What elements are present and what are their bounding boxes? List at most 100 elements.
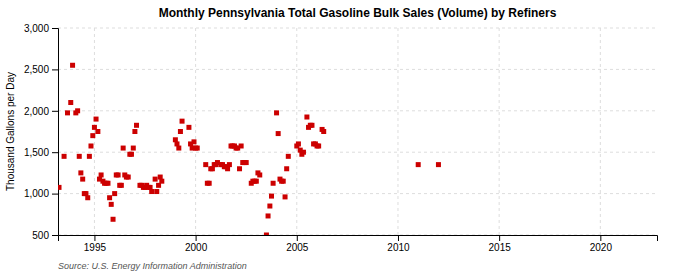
tick: 2,500 [24,64,58,75]
tick-label: 1,500 [24,147,49,158]
point [65,110,70,115]
point [271,181,276,186]
point [78,170,83,175]
point [109,202,114,207]
point [68,100,73,105]
tick: 2015 [489,235,512,253]
annotation: Source: U.S. Energy Information Administ… [58,261,247,271]
point [153,177,158,182]
point [186,125,191,130]
grid-line [58,110,657,111]
title: Monthly Pennsylvania Total Gasoline Bulk… [159,6,557,20]
point [267,204,272,209]
tick: 2005 [286,235,309,253]
point [131,146,136,151]
tick: 500 [32,230,58,241]
point [129,152,134,157]
tick: 2020 [590,235,613,253]
point [62,154,67,159]
point [195,146,200,151]
point [134,123,139,128]
tick-label: 2010 [387,242,410,253]
point [296,141,301,146]
point [316,143,321,148]
tick: 2000 [185,235,208,253]
tick: 3,000 [24,23,58,34]
tick-label: 2005 [286,242,309,253]
grid-line [195,28,196,235]
point [284,166,289,171]
tick-mark [94,235,95,241]
tick-mark [52,69,58,70]
points [58,63,441,235]
point [70,63,75,68]
point [269,194,274,199]
tick-label: 500 [32,230,49,241]
tick-mark [196,235,197,241]
point [154,189,159,194]
point [107,195,112,200]
point [264,233,269,236]
tick-mark [499,235,500,241]
point [203,162,208,167]
point [119,183,124,188]
point [116,172,121,177]
point [274,110,279,115]
point [309,123,314,128]
grid-line [58,69,657,70]
point [132,129,137,134]
plot: 1995 2000 2005 2010 2015 2020 500 1,000 1,500 2,0… [24,23,658,253]
grid-line [600,28,601,235]
point [180,119,185,124]
tick-mark [297,235,298,241]
point [159,179,164,184]
tick-label: 2015 [489,242,512,253]
point [85,195,90,200]
point [80,177,85,182]
point [95,129,100,134]
tick-mark [398,235,399,241]
tick-mark [52,111,58,112]
point [126,175,131,180]
tick-mark [600,235,601,241]
point [286,154,291,159]
tick-label: 1,000 [24,188,49,199]
point [75,108,80,113]
grid-line [58,28,657,29]
tick: 1995 [84,235,107,253]
tick: 1,500 [24,147,58,158]
grid-line [397,28,398,235]
tick: 2010 [387,235,410,253]
tick-label: 2000 [185,242,208,253]
tick-mark [52,235,58,236]
grid [58,28,657,235]
point [99,172,104,177]
point [88,143,93,148]
grid-line [58,152,657,153]
point [121,146,126,151]
point [176,146,181,151]
point [149,189,154,194]
point [111,217,116,222]
grid-line [58,193,657,194]
point [276,131,281,136]
point [304,115,309,120]
tick-label: 3,000 [24,23,49,34]
tick-label: 2,000 [24,106,49,117]
point [207,181,212,186]
point [436,162,441,167]
y-axis: 500 1,000 1,500 2,000 2,500 3,000 [24,23,59,241]
point [321,129,326,134]
point [90,133,95,138]
point [191,139,196,144]
point [283,194,288,199]
point [266,213,271,218]
tick-mark [52,28,58,29]
axis-line [52,29,59,236]
point [257,172,262,177]
point [178,129,183,134]
grid-line [296,28,297,235]
y-axis-title: Thousand Gallons per Day [5,72,16,191]
point [237,166,242,171]
tick-label: 1995 [84,242,107,253]
